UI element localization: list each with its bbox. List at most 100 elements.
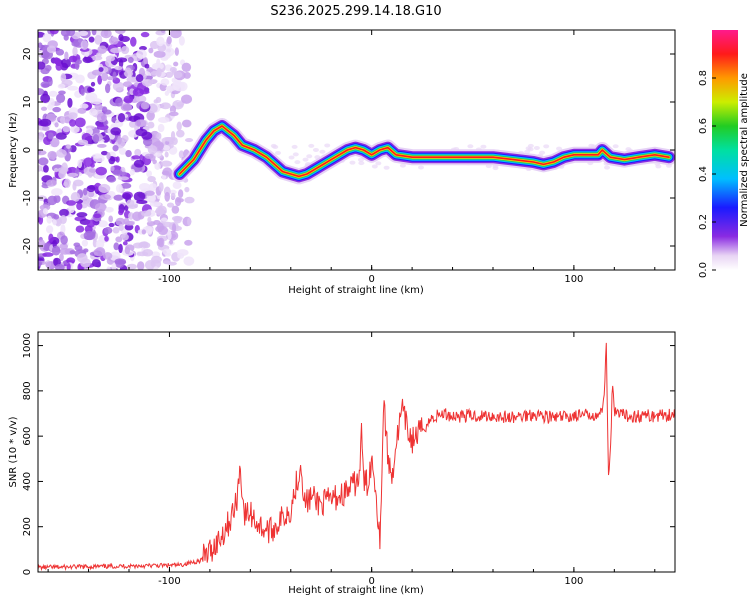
spectrogram-noise-blob bbox=[166, 202, 175, 208]
spectrogram-noise-blob bbox=[97, 45, 107, 54]
spectrogram-halo-blob bbox=[492, 166, 499, 171]
spectrogram-noise-blob bbox=[76, 253, 88, 263]
spectrogram-noise-blob bbox=[146, 170, 152, 178]
spectrogram-noise-blob bbox=[40, 81, 50, 89]
spectrogram-noise-blob bbox=[40, 50, 50, 59]
spectrogram-noise-blob bbox=[56, 149, 67, 158]
spectrogram-noise-blob bbox=[129, 168, 135, 176]
spectrogram-noise-blob bbox=[118, 147, 127, 155]
spectrogram-y-tick-label: -10 bbox=[22, 190, 33, 206]
spectrogram-noise-blob bbox=[91, 30, 97, 36]
spectrogram-noise-blob bbox=[117, 112, 126, 123]
spectrogram-noise-blob bbox=[38, 150, 47, 156]
spectrogram-noise-blob bbox=[147, 216, 152, 223]
spectrogram-noise-blob bbox=[183, 256, 195, 266]
spectrogram-y-tick-label: 0 bbox=[22, 147, 33, 153]
spectrogram-noise-blob bbox=[76, 202, 83, 211]
spectrogram-noise-blob bbox=[55, 48, 65, 56]
spectrogram-noise-blob bbox=[123, 69, 134, 78]
spectrogram-noise-blob bbox=[86, 185, 96, 193]
spectrogram-noise-blob bbox=[47, 195, 58, 206]
spectrogram-noise-blob bbox=[126, 76, 138, 83]
spectrogram-noise-blob bbox=[141, 79, 154, 87]
spectrogram-halo-blob bbox=[480, 144, 487, 149]
spectrogram-noise-blob bbox=[95, 239, 105, 249]
spectrogram-halo-blob bbox=[292, 152, 299, 157]
spectrogram-halo-blob bbox=[524, 149, 531, 154]
spectrogram-noise-blob bbox=[79, 103, 89, 109]
spectrogram-noise-blob bbox=[173, 61, 179, 67]
spectrogram-noise-blob bbox=[108, 36, 119, 45]
spectrogram-noise-blob bbox=[112, 81, 124, 92]
spectrogram-ridge bbox=[171, 118, 675, 185]
spectrogram-noise-blob bbox=[77, 159, 83, 169]
spectrogram-halo-blob bbox=[274, 150, 281, 155]
spectrogram-noise-blob bbox=[120, 45, 130, 55]
snr-x-tick-label: 0 bbox=[368, 576, 374, 587]
spectrogram-noise-blob bbox=[115, 97, 123, 107]
spectrogram-noise-blob bbox=[154, 162, 161, 170]
spectrogram-noise-blob bbox=[39, 204, 51, 211]
spectrogram-noise-blob bbox=[38, 260, 43, 267]
spectrogram-noise-blob bbox=[120, 233, 129, 241]
colorbar-tick-label: 0.6 bbox=[698, 118, 709, 134]
spectrogram-noise-blob bbox=[107, 76, 114, 81]
spectrogram-noise-blob bbox=[160, 160, 173, 167]
spectrogram-noise-blob bbox=[105, 55, 116, 62]
spectrogram-noise-blob bbox=[93, 154, 105, 163]
spectrogram-noise-blob bbox=[63, 178, 71, 188]
spectrogram-noise-blob bbox=[40, 67, 50, 75]
spectrogram-noise-blob bbox=[158, 237, 165, 248]
spectrogram-halo-blob bbox=[375, 161, 382, 166]
spectrogram-noise-blob bbox=[133, 191, 146, 202]
spectrogram-noise-blob bbox=[153, 152, 162, 158]
spectrogram-noise-blob bbox=[170, 130, 176, 140]
spectrogram-noise-blob bbox=[112, 169, 123, 176]
spectrogram-noise-blob bbox=[151, 255, 162, 264]
colorbar-label: Normalized spectral amplitude bbox=[739, 73, 750, 227]
spectrogram-noise-blob bbox=[115, 217, 126, 226]
spectrogram-noise-blob bbox=[42, 33, 52, 43]
snr-y-tick-label: 800 bbox=[22, 381, 33, 400]
spectrogram-noise-blob bbox=[48, 233, 54, 243]
spectrogram-noise-blob bbox=[115, 236, 123, 243]
spectrogram-noise-blob bbox=[139, 46, 147, 51]
spectrogram-noise-blob bbox=[75, 59, 82, 65]
spectrogram-noise-blob bbox=[77, 107, 87, 114]
spectrogram-noise-blob bbox=[38, 61, 46, 70]
spectrogram-halo-blob bbox=[543, 144, 550, 149]
spectrogram-noise-blob bbox=[67, 172, 79, 178]
snr-y-tick-label: 200 bbox=[22, 517, 33, 536]
spectrogram-noise-blob bbox=[169, 111, 179, 117]
spectrogram-noise-blob bbox=[93, 213, 101, 219]
spectrogram-noise-blob bbox=[67, 85, 79, 91]
spectrogram-noise-blob bbox=[57, 167, 69, 173]
spectrogram-noise-blob bbox=[47, 132, 54, 140]
spectrogram-noise-blob bbox=[151, 138, 161, 147]
spectrogram-noise-blob bbox=[160, 217, 168, 222]
snr-x-ticks: -100 0 100 bbox=[47, 332, 656, 587]
spectrogram-halo-blob bbox=[319, 149, 326, 154]
spectrogram-x-tick-label: 0 bbox=[368, 274, 374, 285]
spectrogram-noise-blob bbox=[66, 257, 76, 264]
spectrogram-noise-blob bbox=[126, 199, 135, 208]
spectrogram-noise-blob bbox=[187, 217, 192, 226]
spectrogram-noise-blob bbox=[114, 258, 127, 265]
spectrogram-noise-blob bbox=[119, 36, 131, 43]
spectrogram-noise-blob bbox=[60, 235, 68, 245]
spectrogram-noise-blob bbox=[136, 261, 145, 270]
spectrogram-noise-blob bbox=[42, 208, 49, 215]
spectrogram-noise-blob bbox=[121, 135, 129, 143]
spectrogram-noise-blob bbox=[144, 63, 150, 69]
spectrogram-noise-blob bbox=[74, 117, 86, 128]
spectrogram-halo-blob bbox=[308, 143, 315, 148]
snr-frame bbox=[37, 331, 676, 573]
spectrogram-x-tick-label: 100 bbox=[564, 274, 583, 285]
spectrogram-noise-blob bbox=[160, 30, 166, 34]
spectrogram-noise-blob bbox=[98, 183, 111, 194]
spectrogram-noise-blob bbox=[71, 41, 80, 47]
spectrogram-noise-blob bbox=[140, 31, 150, 38]
spectrogram-noise-blob bbox=[38, 165, 43, 172]
snr-y-label: SNR (10 * v/v) bbox=[8, 416, 19, 487]
spectrogram-noise-blob bbox=[162, 145, 170, 151]
